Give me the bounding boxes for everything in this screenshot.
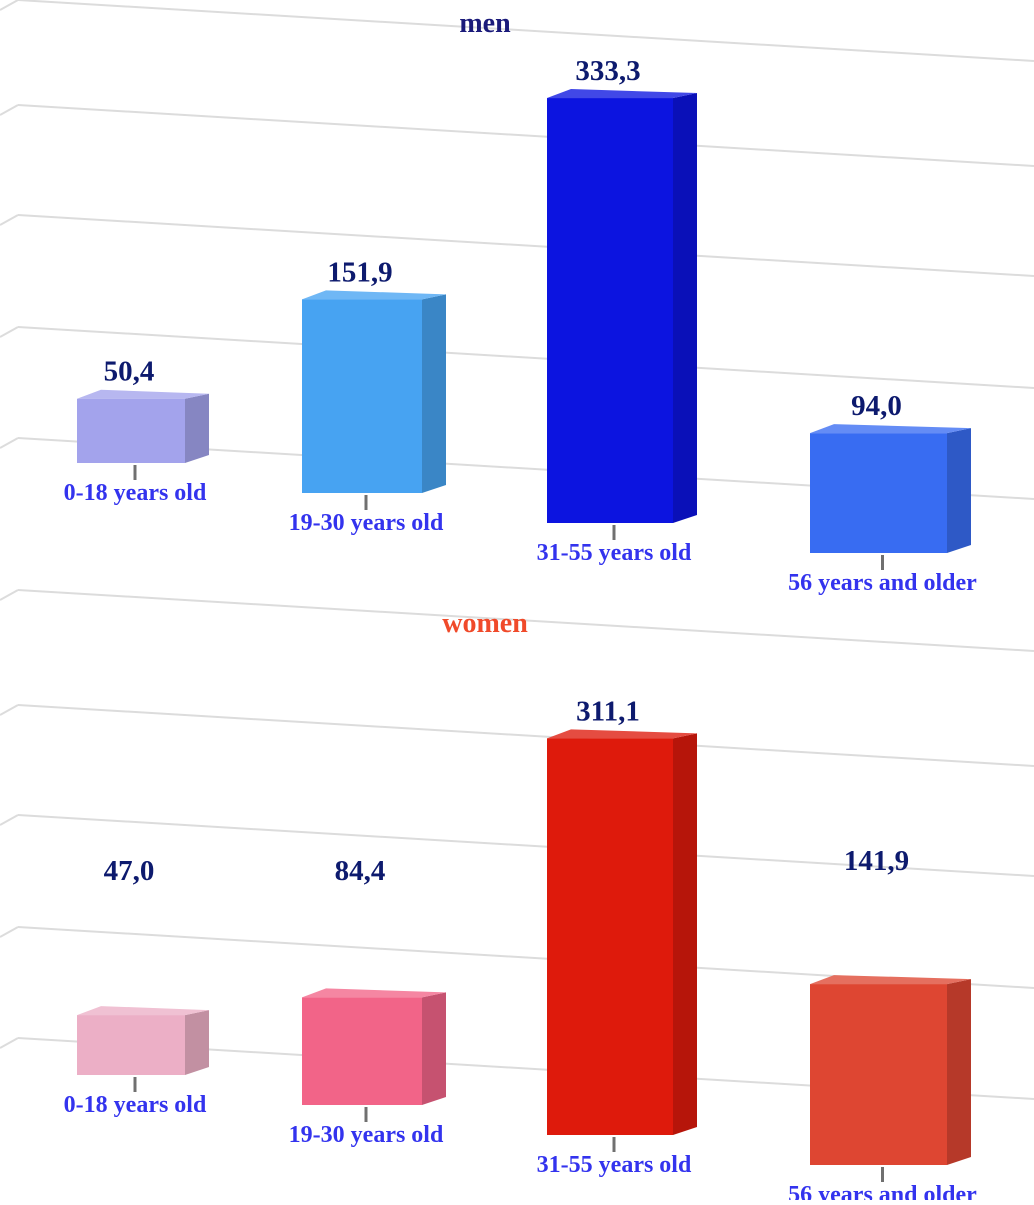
chart-title: women (442, 608, 528, 639)
bar-top-31-55-years-old (547, 729, 697, 739)
bar-top-31-55-years-old (547, 89, 697, 99)
bar-top-56-years-and-older (810, 975, 971, 985)
bar-side-56-years-and-older (947, 979, 971, 1165)
bar-side-56-years-and-older (947, 428, 971, 553)
value-label-31-55-years-old: 333,3 (575, 55, 640, 87)
value-label-56-years-and-older: 94,0 (851, 390, 902, 422)
category-label-19-30-years-old: 19-30 years old (289, 1122, 444, 1148)
category-label-56-years-and-older: 56 years and older (788, 570, 977, 596)
grid-line (17, 326, 1034, 389)
grid-line-edge (0, 589, 19, 601)
grid-line-edge (0, 814, 19, 826)
bar-side-31-55-years-old (673, 733, 697, 1135)
grid-line-edge (0, 704, 19, 716)
bar-top-0-18-years-old (77, 389, 209, 399)
grid-line-edge (0, 104, 19, 116)
grid-line (17, 214, 1034, 277)
bar-side-0-18-years-old (185, 393, 209, 463)
value-label-0-18-years-old: 50,4 (104, 356, 155, 388)
value-label-56-years-and-older: 141,9 (844, 845, 909, 877)
grid-line (17, 589, 1034, 652)
grid-line (17, 0, 1034, 62)
grid-line (17, 104, 1034, 167)
grid-line-edge (0, 437, 19, 449)
category-label-56-years-and-older: 56 years and older (788, 1182, 977, 1200)
category-label-31-55-years-old: 31-55 years old (537, 540, 692, 566)
bar-56-years-and-older (810, 433, 947, 553)
bar-19-30-years-old (302, 997, 422, 1105)
bar-side-19-30-years-old (422, 992, 446, 1105)
value-label-31-55-years-old: 311,1 (576, 695, 640, 727)
bar-19-30-years-old (302, 299, 422, 493)
grid-line (17, 814, 1034, 877)
bar-side-19-30-years-old (422, 294, 446, 493)
grid-line (17, 704, 1034, 767)
grid-line-edge (0, 214, 19, 226)
grid-line-edge (0, 326, 19, 338)
category-label-19-30-years-old: 19-30 years old (289, 510, 444, 536)
grid-line-edge (0, 926, 19, 938)
bar-0-18-years-old (77, 398, 185, 463)
grid-line-edge (0, 1037, 19, 1049)
value-label-19-30-years-old: 151,9 (327, 256, 392, 288)
bar-top-19-30-years-old (302, 988, 446, 998)
bar-top-56-years-and-older (810, 424, 971, 434)
bar-31-55-years-old (547, 738, 673, 1135)
category-label-0-18-years-old: 0-18 years old (64, 480, 207, 506)
bar-top-0-18-years-old (77, 1006, 209, 1016)
grid-line-edge (0, 0, 19, 11)
value-label-19-30-years-old: 84,4 (335, 855, 386, 887)
value-label-0-18-years-old: 47,0 (104, 855, 155, 887)
chart-title: men (459, 8, 511, 39)
category-label-0-18-years-old: 0-18 years old (64, 1092, 207, 1118)
bar-side-0-18-years-old (185, 1010, 209, 1075)
bar-56-years-and-older (810, 984, 947, 1165)
bar-0-18-years-old (77, 1015, 185, 1075)
category-label-31-55-years-old: 31-55 years old (537, 1152, 692, 1178)
bar-top-19-30-years-old (302, 290, 446, 300)
bar-31-55-years-old (547, 98, 673, 523)
bar-side-31-55-years-old (673, 93, 697, 523)
